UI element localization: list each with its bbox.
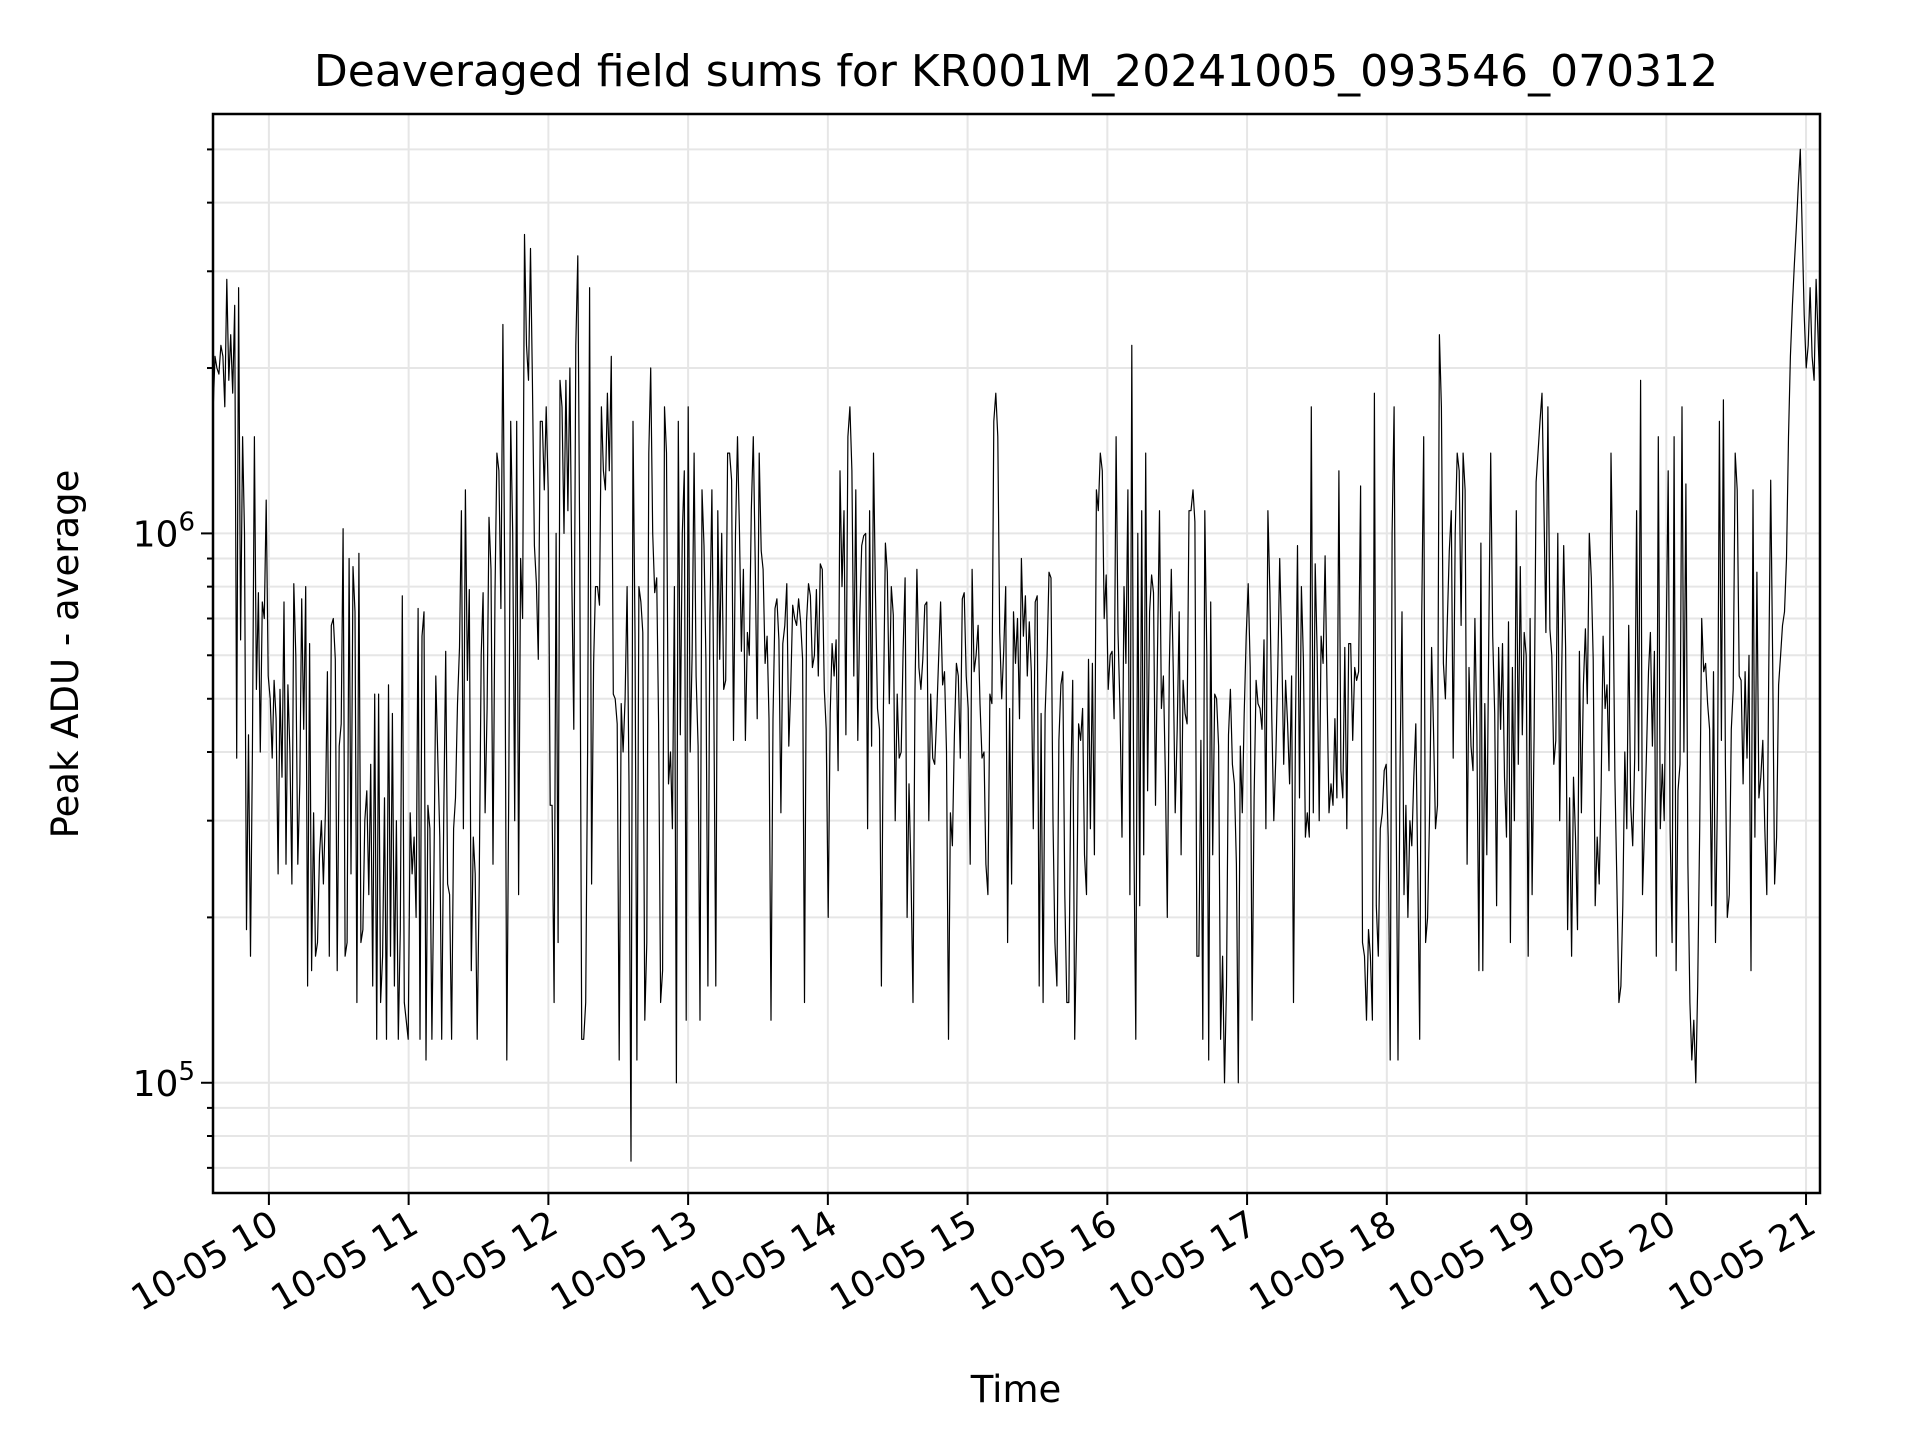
- series-layer: [212, 148, 1821, 1162]
- y-tick-label: 105: [133, 1057, 195, 1105]
- series-line: [212, 148, 1821, 1162]
- y-tick-label: 106: [133, 507, 195, 555]
- y-axis: 105 106: [133, 148, 213, 1169]
- x-axis-label: Time: [970, 1368, 1062, 1411]
- chart-title: Deaveraged field sums for KR001M_2024100…: [314, 46, 1718, 97]
- plot-frame: [211, 112, 1822, 1195]
- y-axis-label: Peak ADU - average: [44, 470, 87, 839]
